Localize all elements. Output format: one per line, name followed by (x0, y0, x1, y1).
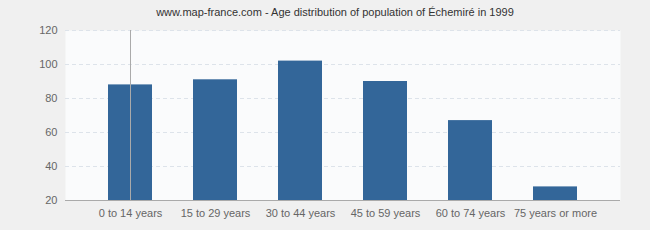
svg-text:15 to 29 years: 15 to 29 years (181, 207, 251, 219)
html-text:www.map-france.com - Age distr: www.map-france.com - Age distribution of… (156, 6, 514, 18)
svg-text:60 to 74 years: 60 to 74 years (436, 207, 506, 219)
svg-text:100: 100 (39, 58, 57, 70)
svg-text:75 years or more: 75 years or more (514, 207, 597, 219)
svg-text:30 to 44 years: 30 to 44 years (266, 207, 336, 219)
svg-text:60: 60 (45, 126, 57, 138)
svg-text:40: 40 (45, 160, 57, 172)
svg-text:20: 20 (45, 194, 57, 206)
svg-text:0 to 14 years: 0 to 14 years (99, 207, 163, 219)
svg-text:120: 120 (39, 24, 57, 36)
svg-text:45 to 59 years: 45 to 59 years (351, 207, 421, 219)
svg-text:80: 80 (45, 92, 57, 104)
